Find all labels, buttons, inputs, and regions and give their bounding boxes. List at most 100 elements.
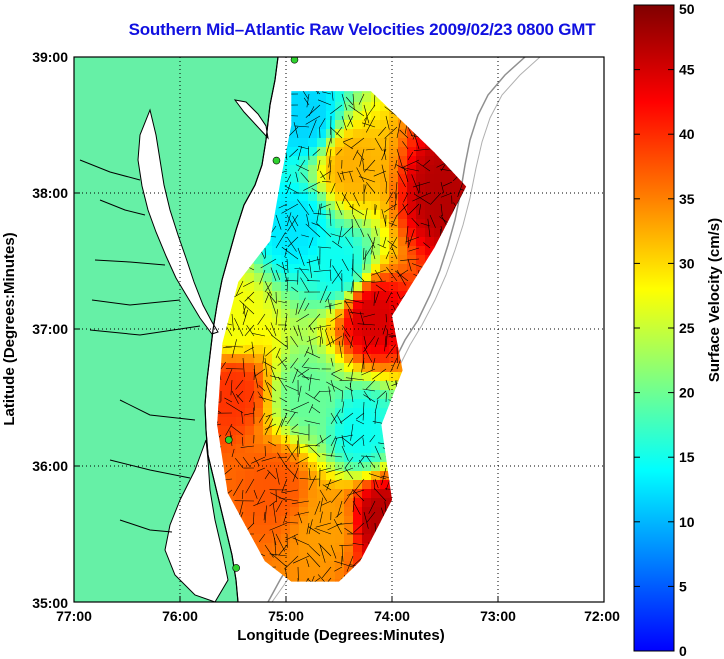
velocity-cell — [335, 543, 345, 553]
velocity-cell — [362, 129, 372, 139]
velocity-vector — [286, 277, 289, 293]
velocity-cell — [236, 471, 246, 481]
velocity-cell — [236, 291, 246, 301]
velocity-vector — [266, 291, 277, 304]
velocity-cell — [326, 480, 336, 490]
velocity-cell — [317, 165, 327, 175]
velocity-cell — [308, 282, 318, 292]
velocity-cell — [317, 255, 327, 265]
velocity-cell — [380, 399, 390, 409]
velocity-cell — [236, 372, 246, 382]
velocity-cell — [362, 147, 372, 157]
velocity-cell — [443, 183, 453, 193]
velocity-vector — [349, 205, 365, 216]
velocity-vector — [277, 356, 288, 370]
velocity-cell — [353, 435, 363, 445]
velocity-cell — [371, 381, 381, 391]
velocity-cell — [245, 399, 255, 409]
velocity-vector — [225, 402, 244, 414]
velocity-vector — [334, 467, 354, 476]
velocity-cell — [308, 489, 318, 499]
velocity-vector — [305, 115, 321, 125]
velocity-cell — [299, 579, 309, 582]
velocity-vector — [330, 357, 334, 367]
velocity-cell — [407, 147, 417, 157]
velocity-cell — [353, 390, 363, 400]
velocity-cell — [326, 498, 336, 508]
velocity-cell — [236, 507, 246, 517]
velocity-cell — [245, 300, 255, 310]
velocity-cell — [371, 516, 381, 526]
velocity-cell — [317, 417, 327, 427]
velocity-cell — [272, 471, 282, 481]
velocity-cell — [218, 426, 228, 436]
velocity-cell — [281, 534, 291, 544]
velocity-vector — [297, 368, 310, 377]
velocity-cell — [299, 435, 309, 445]
velocity-cell — [362, 426, 372, 436]
velocity-cell — [236, 417, 246, 427]
velocity-vector — [257, 313, 266, 326]
velocity-cell — [227, 345, 237, 355]
velocity-cell — [308, 354, 318, 364]
velocity-vector — [352, 93, 355, 111]
velocity-cell — [407, 192, 417, 202]
velocity-cell — [317, 408, 327, 418]
velocity-vector — [374, 399, 379, 414]
velocity-cell — [335, 471, 345, 481]
velocity-vector — [344, 300, 354, 315]
velocity-cell — [299, 408, 309, 418]
velocity-cell — [353, 417, 363, 427]
velocity-cell — [245, 390, 255, 400]
velocity-cell — [344, 462, 354, 472]
velocity-vector — [278, 544, 288, 556]
velocity-cell — [344, 471, 354, 481]
velocity-cell — [290, 336, 300, 346]
velocity-cell — [335, 201, 345, 211]
velocity-cell — [362, 309, 372, 319]
velocity-cell — [389, 165, 399, 175]
velocity-cell — [362, 480, 372, 490]
velocity-cell — [263, 408, 273, 418]
velocity-cell — [371, 93, 381, 103]
velocity-cell — [272, 399, 282, 409]
velocity-cell — [425, 165, 435, 175]
velocity-vector — [345, 386, 354, 392]
velocity-cell — [290, 219, 300, 229]
velocity-cell — [236, 489, 246, 499]
velocity-cell — [335, 336, 345, 346]
velocity-cell — [326, 345, 336, 355]
velocity-cell — [353, 309, 363, 319]
velocity-cell — [353, 399, 363, 409]
velocity-cell — [317, 192, 327, 202]
velocity-vector — [286, 174, 292, 183]
velocity-cell — [317, 309, 327, 319]
velocity-vector — [224, 397, 233, 403]
velocity-vector — [360, 228, 365, 238]
velocity-cell — [317, 381, 327, 391]
velocity-vector — [314, 500, 321, 515]
velocity-cell — [299, 498, 309, 508]
velocity-vector — [372, 250, 376, 260]
velocity-cell — [326, 381, 336, 391]
velocity-vector — [351, 268, 365, 282]
velocity-cell — [425, 183, 435, 193]
velocity-cell — [317, 102, 327, 112]
velocity-cell — [290, 462, 300, 472]
velocity-cell — [344, 534, 354, 544]
velocity-cell — [326, 462, 336, 472]
velocity-cell — [263, 480, 273, 490]
velocity-cell — [389, 336, 399, 346]
velocity-vector — [291, 500, 310, 505]
velocity-cell — [308, 444, 318, 454]
velocity-vector — [306, 335, 321, 343]
velocity-cell — [245, 453, 255, 463]
velocity-vector — [304, 420, 321, 425]
velocity-vector — [316, 256, 321, 271]
velocity-cell — [254, 273, 264, 283]
velocity-cell — [335, 363, 345, 373]
velocity-cell — [362, 354, 372, 364]
velocity-cell — [335, 399, 345, 409]
velocity-cell — [281, 462, 291, 472]
velocity-vector — [341, 115, 347, 131]
